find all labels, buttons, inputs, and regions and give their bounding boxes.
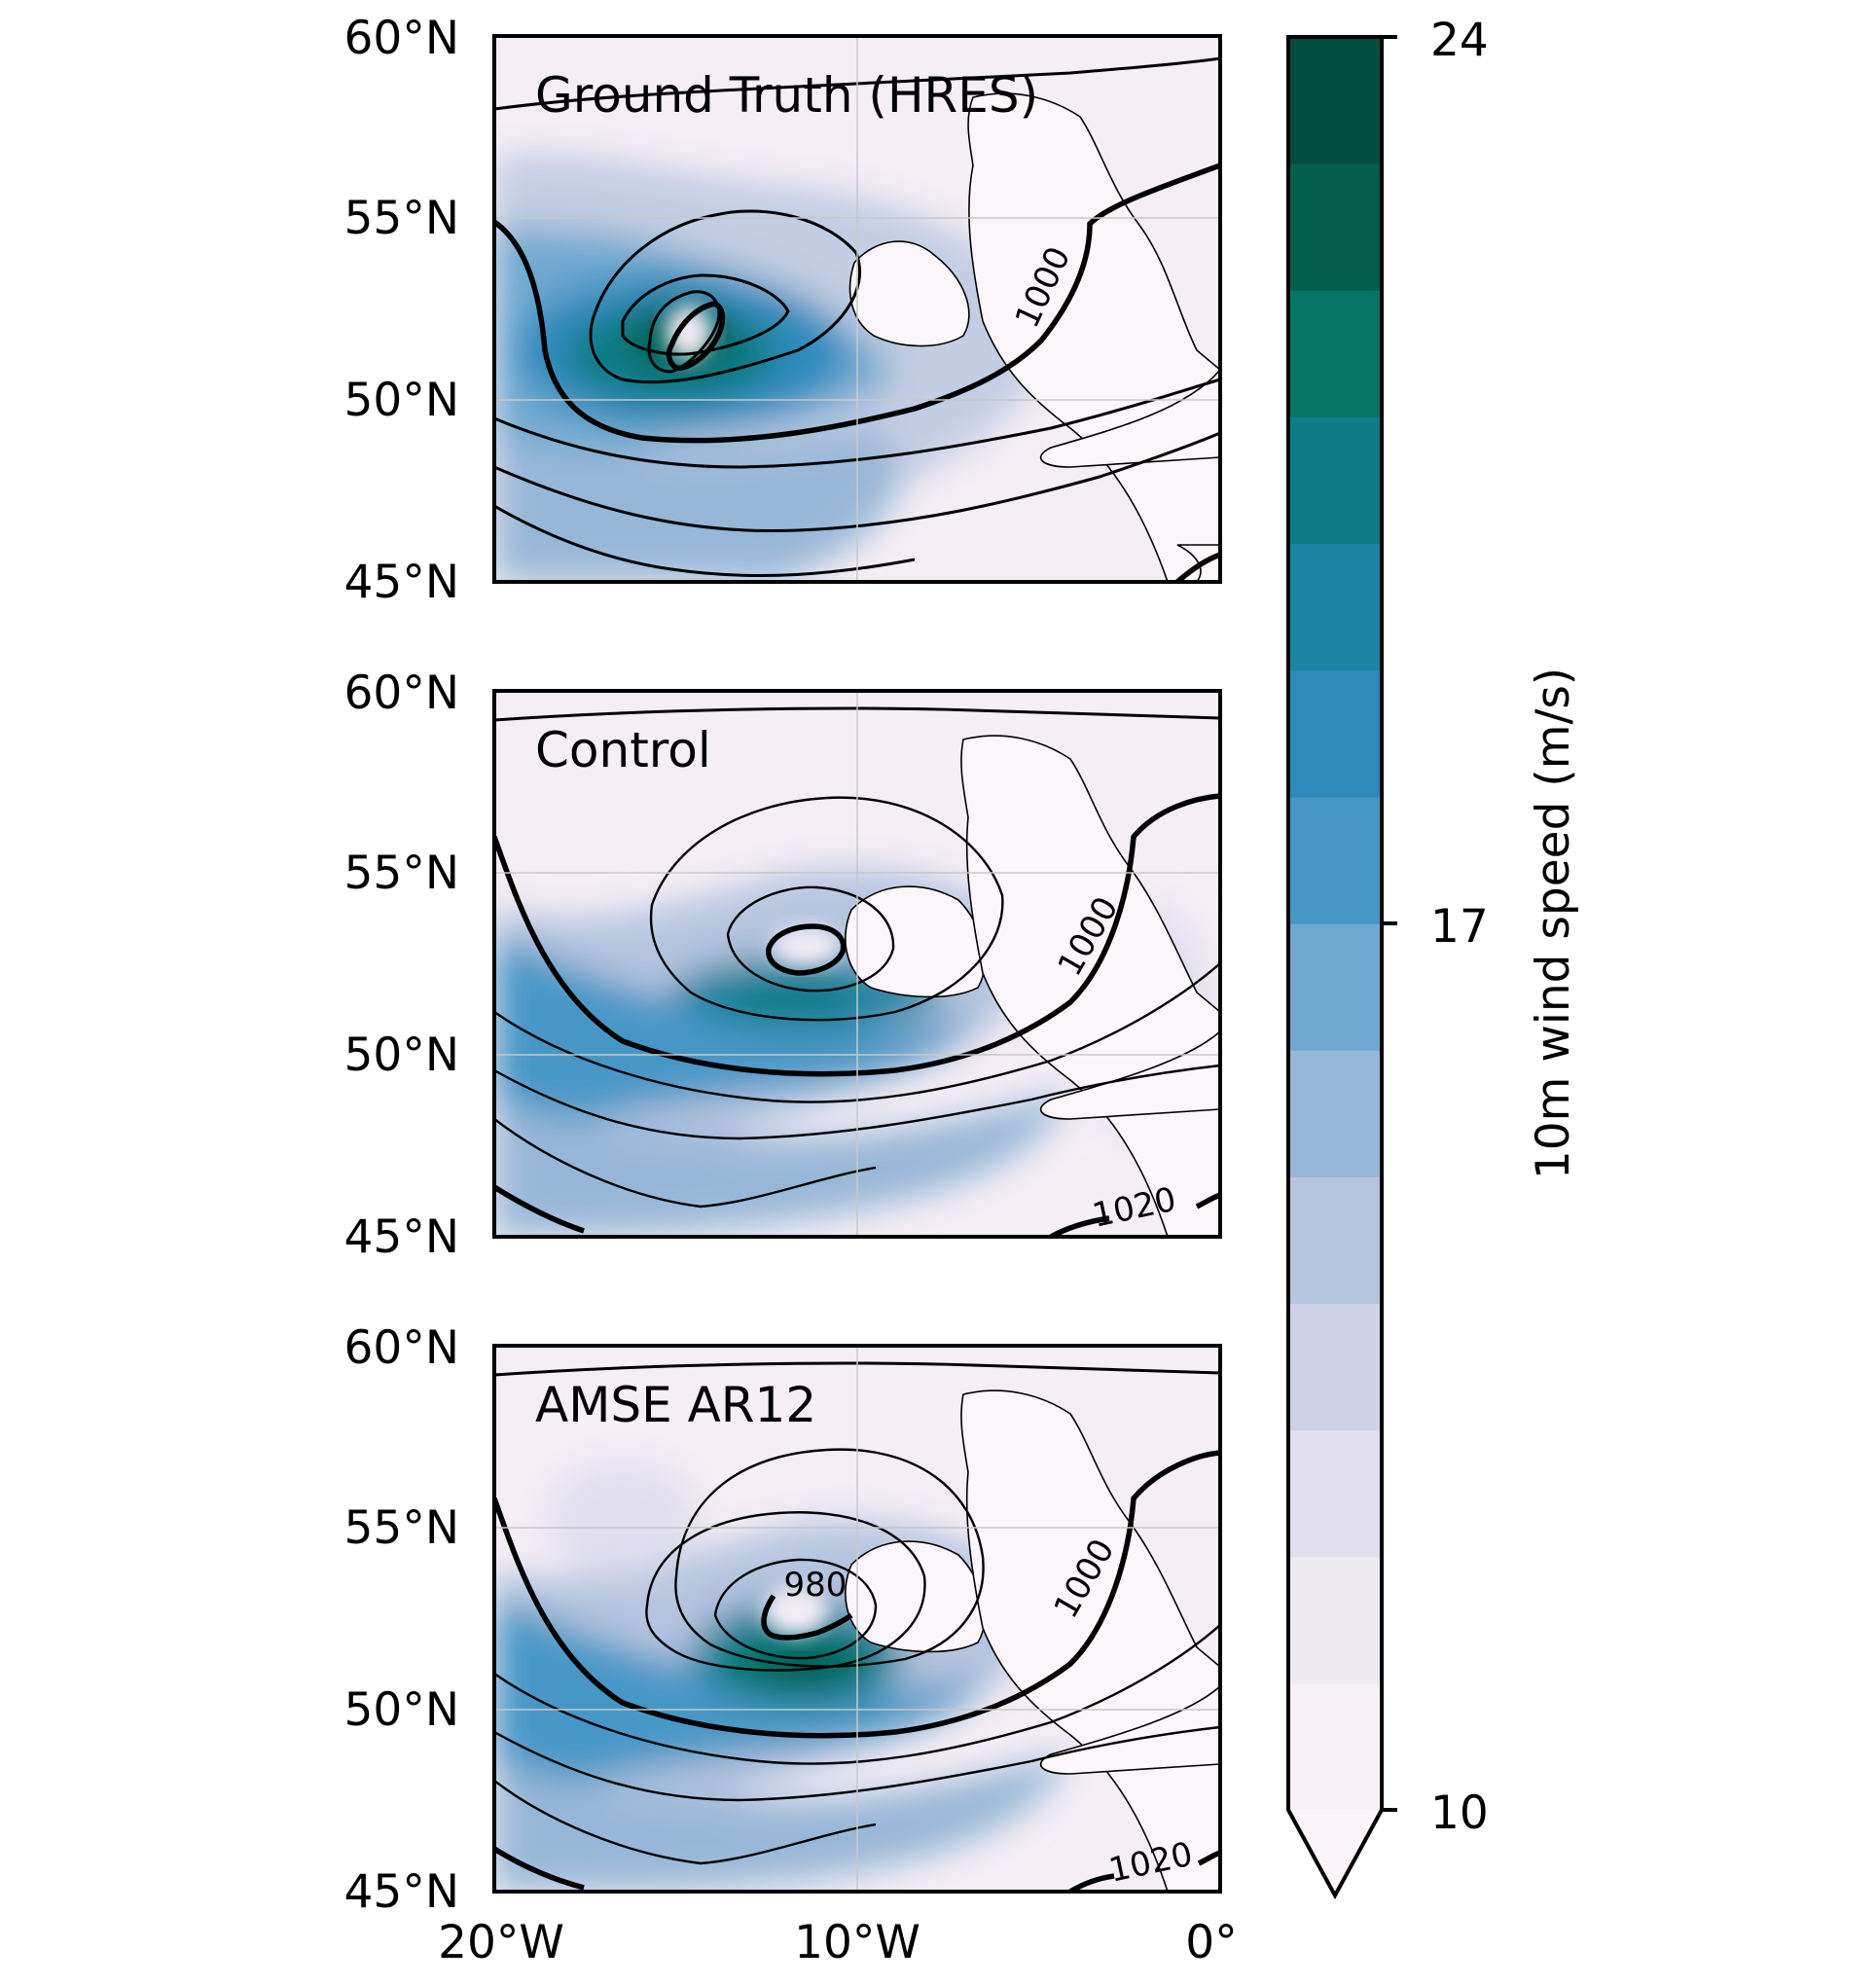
colorbar-extend-min xyxy=(1288,1810,1382,1895)
colorbar-band xyxy=(1288,796,1382,924)
lat-label-45n: 45°N xyxy=(344,1865,459,1919)
panel-amse-ar12: AMSE AR12 980 1000 1020 60°N 55°N 50°N 4… xyxy=(344,1321,1238,1969)
gridlines-control xyxy=(494,691,1220,1237)
lat-label-50n: 50°N xyxy=(344,374,459,427)
lat-label-60n: 60°N xyxy=(344,12,459,65)
panel-title-amse-ar12: AMSE AR12 xyxy=(535,1377,816,1433)
lon-label-20w: 20°W xyxy=(438,1916,564,1969)
colorbar-band xyxy=(1288,923,1382,1051)
pressure-contours-ground-truth xyxy=(494,56,1220,582)
panel-frame-amse-ar12 xyxy=(492,1344,1222,1894)
lat-labels-ground-truth: 60°N 55°N 50°N 45°N xyxy=(344,12,459,609)
lat-labels-amse-ar12: 60°N 55°N 50°N 45°N xyxy=(344,1321,459,1919)
wind-field-ground-truth xyxy=(494,36,1220,582)
colorbar-band xyxy=(1288,1556,1382,1684)
colorbar-band xyxy=(1288,163,1382,291)
panel-frame-control xyxy=(492,689,1222,1239)
lon-label-0: 0° xyxy=(1185,1916,1237,1969)
colorbar-tick-label-17: 17 xyxy=(1430,900,1489,954)
lat-label-45n: 45°N xyxy=(344,1210,459,1264)
gridlines-amse-ar12 xyxy=(494,1346,1220,1892)
colorbar: 24 17 10 10m wind speed (m/s) xyxy=(1286,14,1580,1900)
colorbar-band xyxy=(1288,37,1382,164)
lat-labels-control: 60°N 55°N 50°N 45°N xyxy=(344,667,459,1264)
contour-label-980: 980 xyxy=(784,1566,848,1605)
colorbar-band xyxy=(1288,1303,1382,1431)
lat-label-45n: 45°N xyxy=(344,556,459,609)
lat-label-50n: 50°N xyxy=(344,1029,459,1082)
panel-title-ground-truth: Ground Truth (HRES) xyxy=(535,67,1038,124)
lat-label-55n: 55°N xyxy=(344,192,459,245)
lat-label-60n: 60°N xyxy=(344,1321,459,1375)
lat-label-55n: 55°N xyxy=(344,1501,459,1555)
pressure-contours-control xyxy=(494,706,1220,1237)
pressure-contours-amse-ar12 xyxy=(494,1361,1220,1892)
wind-field-control xyxy=(494,691,1220,1237)
panel-ground-truth: Ground Truth (HRES) 1000 60°N 55°N 50°N … xyxy=(344,12,1222,609)
colorbar-band xyxy=(1288,1050,1382,1177)
colorbar-tick-label-24: 24 xyxy=(1430,14,1489,67)
colorbar-bands xyxy=(1288,37,1382,1895)
panel-control: Control 1000 1020 60°N 55°N 50°N 45°N xyxy=(344,667,1222,1264)
panel-frame-ground-truth xyxy=(492,34,1222,584)
lon-labels: 20°W 10°W 0° xyxy=(438,1916,1238,1969)
panel-title-control: Control xyxy=(535,722,711,778)
colorbar-band xyxy=(1288,543,1382,671)
colorbar-outline xyxy=(1286,35,1384,1900)
lat-label-50n: 50°N xyxy=(344,1683,459,1737)
colorbar-band xyxy=(1288,290,1382,418)
colorbar-tick-label-10: 10 xyxy=(1430,1786,1489,1840)
colorbar-band xyxy=(1288,1429,1382,1558)
lon-label-10w: 10°W xyxy=(794,1916,920,1969)
lat-label-55n: 55°N xyxy=(344,847,459,900)
colorbar-band xyxy=(1288,669,1382,798)
wind-field-amse-ar12 xyxy=(494,1346,1220,1892)
colorbar-band xyxy=(1288,416,1382,545)
colorbar-band xyxy=(1288,1682,1382,1811)
coastline-ground-truth xyxy=(848,92,1220,582)
colorbar-band xyxy=(1288,1176,1382,1305)
colorbar-label: 10m wind speed (m/s) xyxy=(1527,668,1580,1179)
gridlines-ground-truth xyxy=(494,36,1220,582)
lat-label-60n: 60°N xyxy=(344,667,459,720)
